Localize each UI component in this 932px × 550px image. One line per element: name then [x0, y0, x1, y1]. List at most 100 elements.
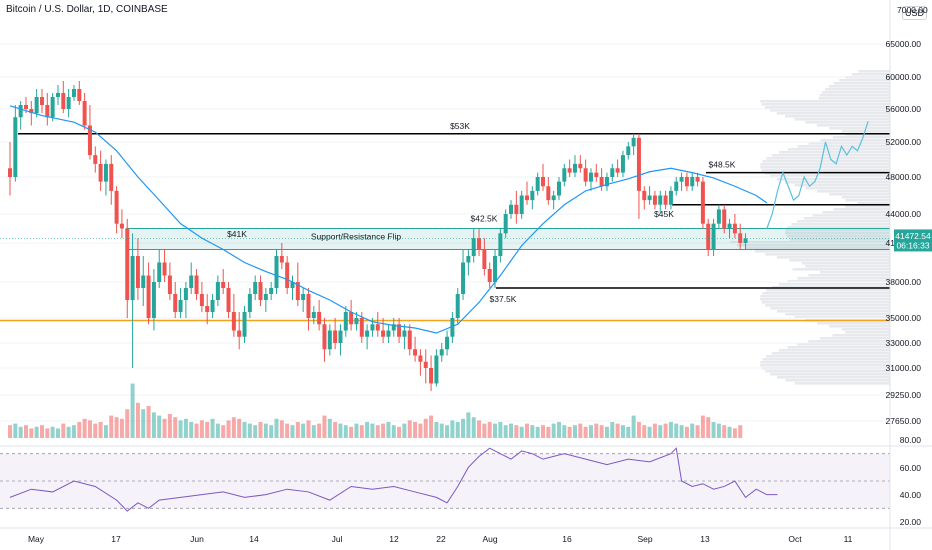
candle-body — [269, 288, 274, 294]
candle-body — [109, 163, 114, 191]
volume-bar — [509, 423, 514, 438]
rsi-panel — [0, 445, 932, 512]
volume-bar — [407, 420, 412, 438]
candle-body — [429, 368, 434, 384]
volume-bar — [679, 425, 684, 438]
volume-bar — [487, 422, 492, 438]
volume-profile-bar — [760, 361, 890, 364]
volume-profile-bar — [825, 88, 890, 91]
candle-body — [93, 155, 98, 164]
volume-bar — [258, 422, 263, 438]
candle-body — [684, 177, 689, 187]
volume-profile-bar — [829, 85, 890, 88]
volume-bar — [349, 426, 354, 438]
volume-bar — [333, 422, 338, 438]
volume-profile-bar — [777, 376, 890, 379]
volume-profile-bar — [760, 163, 890, 166]
candle-body — [285, 262, 290, 288]
volume-profile-bar — [804, 217, 890, 220]
volume-profile-bar — [822, 91, 890, 94]
volume-bar — [588, 425, 593, 438]
volume-profile-bar — [754, 250, 890, 253]
volume-profile-bar — [817, 322, 890, 325]
volume-bar — [183, 418, 188, 438]
candle-body — [295, 282, 300, 300]
volume-bar — [567, 426, 572, 438]
candle-body — [183, 288, 188, 300]
volume-profile-bar — [771, 154, 890, 157]
level-label: $53K — [450, 121, 470, 131]
volume-bar — [594, 423, 599, 438]
candle-body — [178, 300, 183, 312]
volume-profile-bar — [760, 298, 890, 301]
volume-profile-bar — [816, 190, 890, 193]
candle-body — [157, 262, 162, 282]
volume-bar — [615, 423, 620, 438]
candle-body — [583, 168, 588, 182]
time-tick-label: 13 — [700, 534, 710, 544]
candle-body — [525, 195, 530, 201]
volume-bar — [493, 423, 498, 438]
volume-bar — [125, 409, 130, 438]
candle-body — [732, 223, 737, 234]
volume-bar — [87, 420, 92, 438]
volume-profile-bar — [808, 340, 890, 343]
countdown-text: 06:16:33 — [896, 240, 929, 250]
volume-bar — [514, 425, 519, 438]
volume-profile-bar — [770, 307, 890, 310]
candle-body — [359, 318, 364, 337]
candle-body — [620, 155, 625, 173]
support-resistance-zone: Support/Resistance Flip — [126, 228, 890, 250]
volume-bar — [61, 423, 66, 438]
axis-tick-label: 65000.00 — [886, 39, 922, 49]
zone-fill — [126, 228, 890, 250]
volume-bar — [626, 426, 631, 438]
volume-bar — [546, 426, 551, 438]
volume-profile-bar — [797, 145, 890, 148]
axis-tick-label: 48000.00 — [886, 172, 922, 182]
volume-profile-bar — [760, 295, 890, 298]
candle-body — [604, 177, 609, 187]
volume-bar — [274, 418, 279, 438]
volume-bar — [439, 423, 444, 438]
volume-profile-bar — [841, 130, 890, 133]
volume-profile-bar — [761, 103, 890, 106]
volume-bar — [290, 425, 295, 438]
candle-body — [365, 330, 370, 337]
candle-body — [743, 238, 748, 243]
candle-body — [434, 355, 439, 384]
volume-bar — [471, 417, 476, 438]
volume-bar — [690, 423, 695, 438]
volume-bar — [82, 418, 87, 438]
volume-bar — [365, 422, 370, 438]
volume-profile-bar — [761, 169, 890, 172]
volume-profile-bar — [787, 280, 890, 283]
volume-profile-bar — [790, 238, 890, 241]
volume-bar — [194, 423, 199, 438]
candle-body — [333, 330, 338, 343]
candle-body — [135, 256, 140, 288]
volume-profile-bar — [765, 253, 890, 256]
candle-body — [338, 330, 343, 343]
candle-body — [642, 190, 647, 201]
time-axis: May 17 Jun 14 Jul 12 22 Aug 16 Sep 13 Oct 11 — [0, 527, 932, 544]
volume-bar — [189, 422, 194, 438]
candle-body — [306, 294, 311, 318]
moving-average — [9, 105, 768, 334]
volume-bar — [205, 422, 210, 438]
price-axis: 7000.00 65000.00 60000.00 56000.00 52000.00 4… — [886, 0, 928, 550]
candle-body — [381, 330, 386, 337]
volume-profile-bar — [761, 301, 890, 304]
candle-body — [690, 177, 695, 187]
time-tick-label: Aug — [482, 534, 497, 544]
volume-profile-bar — [766, 289, 890, 292]
volume-profile-bar — [816, 124, 890, 127]
candle-body — [674, 181, 679, 191]
volume-bar — [455, 422, 460, 438]
currency-label[interactable]: USD — [902, 6, 928, 20]
candle-body — [487, 269, 492, 282]
volume-profile-bar — [845, 331, 890, 334]
time-tick-label: 22 — [436, 534, 446, 544]
volume-profile-bar — [770, 109, 890, 112]
